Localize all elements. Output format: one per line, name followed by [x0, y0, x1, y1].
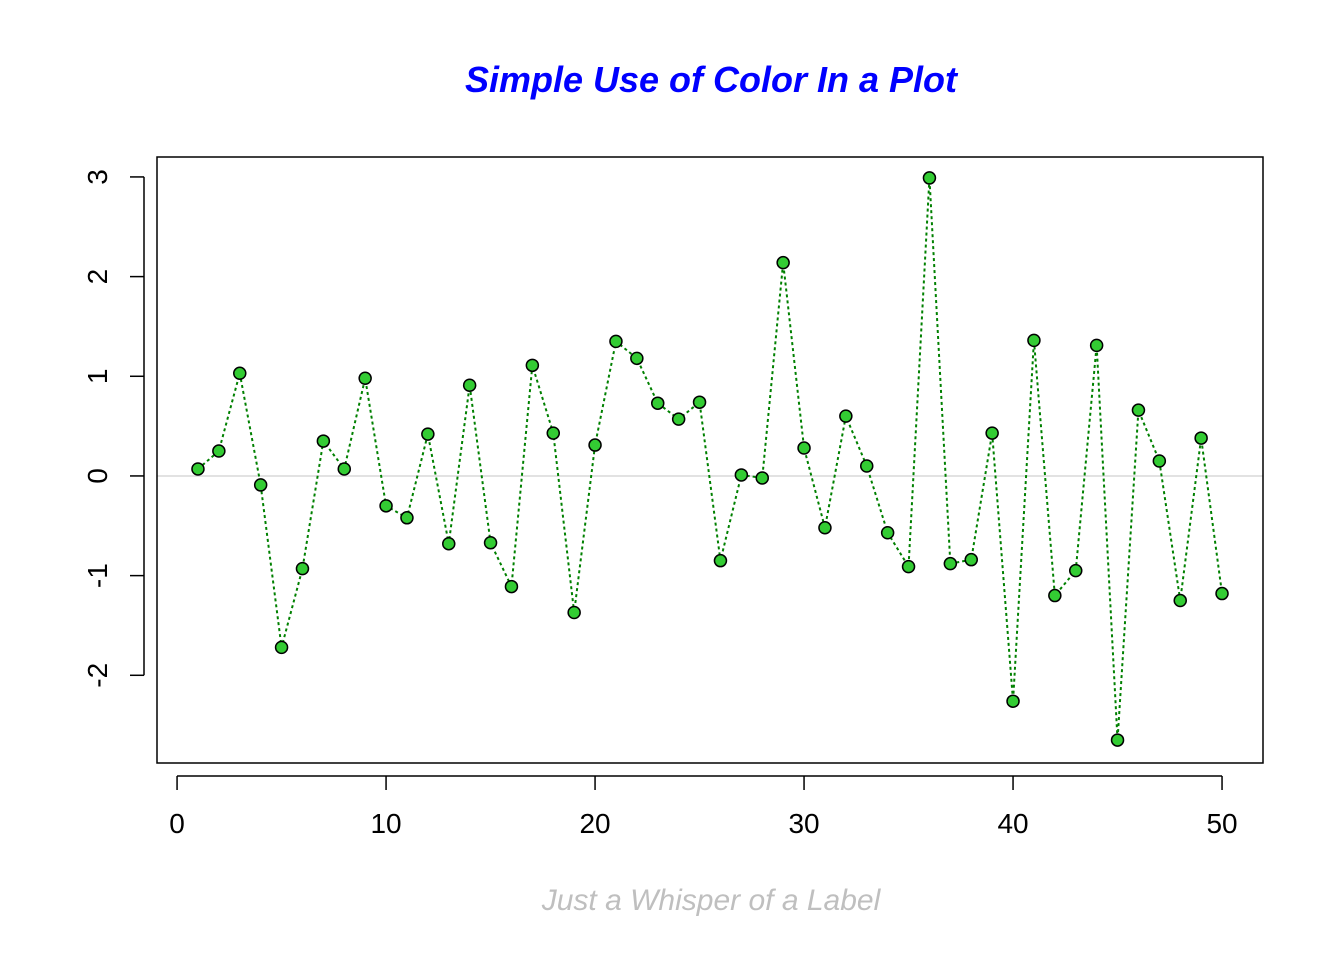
- x-tick-label: 40: [997, 808, 1028, 839]
- data-point: [504, 579, 519, 594]
- x-tick-label: 30: [788, 808, 819, 839]
- data-point: [1215, 586, 1229, 601]
- data-point: [651, 396, 665, 410]
- data-point: [1152, 454, 1167, 468]
- data-point: [1089, 338, 1104, 353]
- y-axis: -2 -1 0 1 2 3: [82, 169, 145, 688]
- y-tick-label: -1: [82, 563, 113, 588]
- data-point: [1006, 694, 1020, 708]
- data-point: [671, 412, 686, 426]
- data-point: [943, 556, 958, 571]
- data-point: [1131, 403, 1146, 417]
- data-point: [191, 462, 205, 476]
- data-point: [901, 559, 916, 574]
- data-point: [546, 426, 561, 440]
- data-point: [233, 366, 247, 381]
- data-point: [212, 444, 226, 458]
- chart-title: Simple Use of Color In a Plot: [465, 59, 959, 100]
- data-point: [713, 553, 728, 568]
- data-points: [191, 171, 1229, 747]
- data-point: [985, 426, 999, 440]
- data-point: [400, 511, 414, 525]
- data-point: [609, 334, 623, 349]
- y-tick-label: -2: [82, 663, 113, 688]
- x-tick-label: 20: [579, 808, 610, 839]
- x-tick-label: 10: [370, 808, 401, 839]
- data-point: [379, 499, 393, 513]
- data-point: [776, 255, 790, 270]
- data-point: [1048, 588, 1062, 603]
- y-tick-label: 1: [82, 368, 113, 384]
- data-point: [567, 605, 581, 620]
- y-tick-label: 2: [82, 269, 113, 285]
- plot-frame: [156, 156, 1264, 764]
- data-point: [316, 434, 331, 448]
- data-point: [839, 409, 853, 423]
- data-point: [922, 171, 937, 185]
- data-point: [692, 395, 707, 409]
- data-point: [295, 561, 310, 576]
- data-point: [462, 378, 477, 392]
- data-point: [525, 358, 540, 373]
- data-point: [964, 552, 978, 567]
- data-point: [253, 478, 268, 492]
- data-point: [421, 427, 435, 441]
- x-axis-label: Just a Whisper of a Label: [541, 884, 882, 917]
- data-point: [483, 535, 498, 550]
- data-point: [1027, 333, 1041, 348]
- x-tick-label: 0: [169, 808, 185, 839]
- data-point: [588, 438, 602, 452]
- data-point: [734, 468, 749, 482]
- data-point: [880, 526, 895, 540]
- y-tick-label: 0: [82, 468, 113, 484]
- data-point: [1110, 733, 1125, 747]
- data-point: [1068, 563, 1083, 578]
- series-line: [197, 177, 1224, 741]
- data-point: [1173, 593, 1187, 608]
- data-point: [797, 441, 811, 455]
- data-point: [859, 459, 874, 473]
- data-point: [274, 640, 289, 655]
- data-point: [818, 521, 832, 535]
- data-point: [630, 351, 644, 366]
- data-point: [358, 371, 372, 386]
- x-axis: 0 10 20 30 40 50: [169, 775, 1238, 839]
- data-point: [337, 462, 352, 476]
- data-point: [755, 471, 769, 485]
- data-point: [1194, 431, 1208, 445]
- y-tick-label: 3: [82, 169, 113, 185]
- data-point: [442, 536, 456, 551]
- x-tick-label: 50: [1206, 808, 1237, 839]
